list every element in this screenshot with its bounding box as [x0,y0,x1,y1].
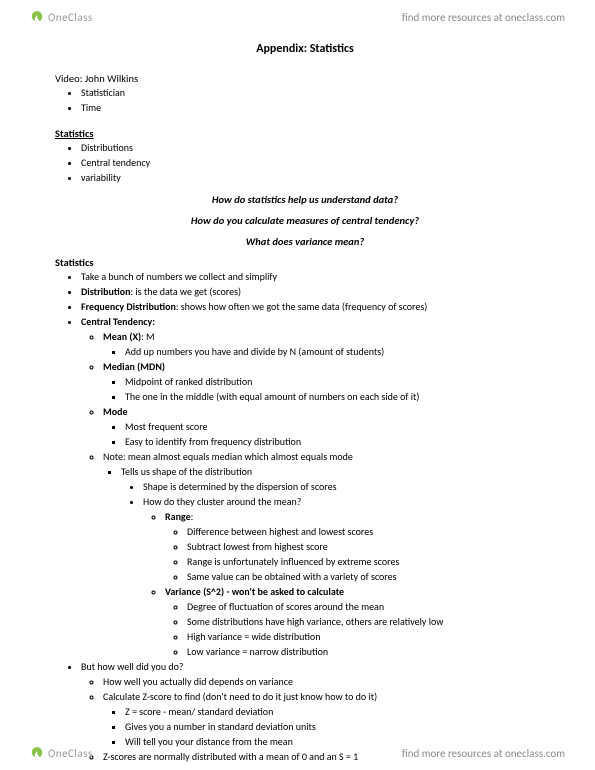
how-list: How well you actually did depends on var… [103,674,555,704]
bold-term: Frequency Distribution [81,300,176,313]
footer-bar: OneClass find more resources at oneclass… [0,746,595,760]
term-def: : [191,510,194,523]
footer-tagline: find more resources at oneclass.com [402,747,565,760]
list-item: Same value can be obtained with a variet… [187,569,555,584]
list-item: Shape is determined by the dispersion of… [121,479,555,659]
list-item: Add up numbers you have and divide by N … [125,344,555,359]
list-item: Time [81,100,555,115]
video-list: Statistician Time [81,85,555,115]
term-def: : is the data we get (scores) [130,285,241,298]
term-def: - won't be asked to calculate [224,585,344,598]
list-item: Note: mean almost equals median which al… [103,449,555,464]
bold-term: Variance (S^2) [165,585,224,598]
list-item: Gives you a number in standard deviation… [125,719,555,734]
list-item: Z = score - mean/ standard deviation [125,704,555,719]
list-item: How well you actually did depends on var… [103,674,555,689]
question-2: How do you calculate measures of central… [55,214,555,227]
list-item: Range: Difference between highest and lo… [165,509,555,584]
list-item: Most frequent score [125,419,555,434]
list-item: Statistician [81,85,555,100]
list-item: Central Tendency: Mean (X): M Add up num… [81,314,555,659]
z-list: Z = score - mean/ standard deviation Giv… [125,704,555,749]
list-item: High variance = wide distribution [187,629,555,644]
bold-term: Range [165,510,191,523]
list-item: Mean (X): M Add up numbers you have and … [103,329,555,359]
document-content: Appendix: Statistics Video: John Wilkins… [55,42,555,764]
header-bar: OneClass find more resources at oneclass… [0,10,595,24]
bold-term: Distribution [81,285,130,298]
bold-term: Mode [103,405,128,418]
bold-term: Mean (X) [103,330,141,343]
list-item: Shape is determined by the dispersion of… [143,479,555,494]
list-item: Low variance = narrow distribution [187,644,555,659]
list-item: Midpoint of ranked distribution [125,374,555,389]
header-tagline: find more resources at oneclass.com [402,11,565,24]
leaf-icon [30,10,44,24]
bold-term: Central Tendency: [81,315,155,328]
list-item: The one in the middle (with equal amount… [125,389,555,404]
question-1: How do statistics help us understand dat… [55,193,555,206]
list-item: How do they cluster around the mean? [143,494,555,509]
list-item: Frequency Distribution: shows how often … [81,299,555,314]
list-item: Difference between highest and lowest sc… [187,524,555,539]
leaf-icon [30,746,44,760]
list-item: Tells us shape of the distribution Shape… [99,464,555,659]
logo: OneClass [30,746,93,760]
term-def: : M [141,330,155,343]
list-item: Degree of fluctuation of scores around t… [187,599,555,614]
list-item: Range: Difference between highest and lo… [143,509,555,659]
list-item: variability [81,170,555,185]
brand-name: OneClass [48,11,93,24]
term-def: : shows how often we got the same data (… [176,300,427,313]
list-item: Subtract lowest from highest score [187,539,555,554]
question-3: What does variance mean? [55,235,555,248]
list-item: Mode Most frequent score Easy to identif… [103,404,555,449]
list-item: But how well did you do? [81,659,555,674]
list-item: Tells us shape of the distribution [121,464,555,479]
stats-heading: Statistics [55,127,555,140]
section2-heading: Statistics [55,256,555,269]
list-item: Central tendency [81,155,555,170]
list-item: Median (MDN) Midpoint of ranked distribu… [103,359,555,404]
list-item: Range is unfortunately influenced by ext… [187,554,555,569]
list-item: Variance (S^2) - won't be asked to calcu… [165,584,555,659]
list-item: Easy to identify from frequency distribu… [125,434,555,449]
stats-list: Distributions Central tendency variabili… [81,140,555,185]
page-title: Appendix: Statistics [55,42,555,56]
brand-name: OneClass [48,747,93,760]
list-item: Distributions [81,140,555,155]
bold-term: Median (MDN) [103,360,165,373]
logo: OneClass [30,10,93,24]
list-item: Take a bunch of numbers we collect and s… [81,269,555,284]
list-item: Calculate Z-score to find (don't need to… [103,689,555,704]
list-item: Distribution: is the data we get (scores… [81,284,555,299]
video-label: Video: John Wilkins [55,72,555,85]
list-item: Some distributions have high variance, o… [187,614,555,629]
main-list: Take a bunch of numbers we collect and s… [81,269,555,674]
